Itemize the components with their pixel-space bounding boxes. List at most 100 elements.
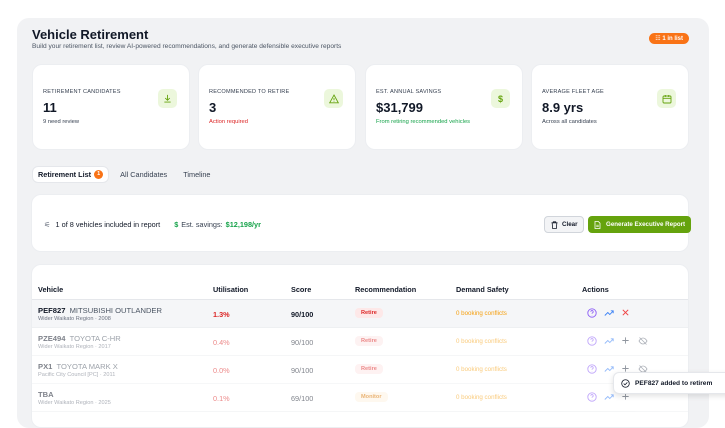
help-icon[interactable]: [586, 335, 597, 346]
score-value: 90/100: [291, 366, 314, 375]
help-icon[interactable]: [586, 307, 597, 318]
utilisation-value: 0.1%: [213, 394, 230, 403]
calendar-icon: [657, 89, 676, 108]
dollar-icon: $: [491, 89, 510, 108]
vehicle-plate: PEF827: [38, 306, 66, 315]
stat-card-savings: EST. ANNUAL SAVINGS $31,799 From retirin…: [365, 64, 523, 150]
included-count: 1 of 8 vehicles included in report: [55, 220, 161, 229]
check-circle-icon: [621, 378, 630, 388]
stat-sub: From retiring recommended vehicles: [376, 119, 471, 125]
table-row[interactable]: PZE494 TOYOTA C-HR Wider Waikato Region …: [32, 328, 688, 356]
column-header: Vehicle: [38, 285, 64, 294]
download-icon: [158, 89, 177, 108]
toast-notification: PEF827 added to retirem: [613, 372, 725, 394]
add-icon[interactable]: [620, 335, 631, 346]
warning-icon: [324, 89, 343, 108]
column-header: Demand Safety: [456, 285, 509, 294]
stat-label: EST. ANNUAL SAVINGS: [376, 89, 442, 95]
column-header: Score: [291, 285, 312, 294]
remove-icon[interactable]: [620, 307, 631, 318]
column-header: Actions: [582, 285, 609, 294]
clear-label: Clear: [562, 221, 578, 228]
tab-label: Retirement List: [38, 170, 92, 179]
table-row[interactable]: PX1 TOYOTA MARK X Pacific City Council […: [32, 356, 688, 384]
tab-all-candidates[interactable]: All Candidates: [120, 170, 168, 179]
vehicle-plate: PX1: [38, 362, 53, 371]
stat-sub: 9 need review: [43, 119, 80, 125]
generate-label: Generate Executive Report: [606, 221, 686, 228]
score-value: 69/100: [291, 394, 314, 403]
stat-card-recommended: RECOMMENDED TO RETIRE 3 Action required: [198, 64, 356, 150]
help-icon[interactable]: [586, 391, 597, 402]
stat-sub: Across all candidates: [542, 119, 597, 125]
utilisation-value: 1.3%: [213, 310, 230, 319]
vehicle-details: Wider Waikato Region · 2017: [38, 344, 111, 350]
filter-list-icon: ⚟: [44, 220, 51, 229]
demand-safety: 0 booking conflicts: [456, 310, 507, 317]
trash-icon: [551, 220, 558, 229]
stat-value: $31,799: [376, 100, 423, 115]
hide-icon[interactable]: [637, 335, 648, 346]
retirement-panel: Vehicle Retirement Build your retirement…: [17, 18, 709, 428]
list-count-label: 1 in list: [662, 36, 683, 42]
recommendation-badge: Retire: [355, 308, 383, 318]
stat-value: 3: [209, 100, 217, 115]
trend-icon[interactable]: [603, 335, 614, 346]
generate-report-button[interactable]: Generate Executive Report: [588, 216, 692, 233]
utilisation-value: 0.4%: [213, 338, 230, 347]
recommendation-badge: Retire: [355, 364, 383, 374]
vehicle-details: Pacific City Council [PC] · 2011: [38, 372, 116, 378]
table-row[interactable]: PEF827 MITSUBISHI OUTLANDER Wider Waikat…: [32, 300, 688, 328]
column-header: Utilisation: [213, 285, 249, 294]
stat-value: 11: [43, 100, 57, 115]
stat-sub: Action required: [209, 119, 248, 125]
demand-safety: 0 booking conflicts: [456, 338, 507, 345]
header-divider: [32, 299, 688, 300]
add-icon[interactable]: [620, 391, 631, 402]
dollar-icon: $: [174, 220, 179, 229]
tab-retirement-list[interactable]: Retirement List 1: [32, 166, 110, 183]
hide-icon[interactable]: [637, 363, 648, 374]
list-icon: ☷: [655, 36, 663, 42]
recommendation-badge: Retire: [355, 336, 383, 346]
report-summary-bar: ⚟ 1 of 8 vehicles included in report $ E…: [31, 194, 692, 252]
vehicle-plate: TBA: [38, 390, 54, 399]
savings-value: $12,198/yr: [225, 220, 261, 229]
document-icon: [594, 220, 601, 229]
table-row[interactable]: TBA Wider Waikato Region · 2025 0.1% 69/…: [32, 384, 688, 412]
vehicle-plate: PZE494: [38, 334, 66, 343]
trend-icon[interactable]: [603, 391, 614, 402]
candidates-table: Vehicle Utilisation Score Recommendation…: [31, 264, 689, 428]
demand-safety: 0 booking conflicts: [456, 366, 507, 373]
stat-label: RECOMMENDED TO RETIRE: [209, 89, 290, 95]
recommendation-badge: Monitor: [355, 392, 388, 402]
vehicle-model: MITSUBISHI OUTLANDER: [69, 306, 162, 315]
trend-icon[interactable]: [603, 307, 614, 318]
utilisation-value: 0.0%: [213, 366, 230, 375]
stat-card-candidates: RETIREMENT CANDIDATES 11 9 need review: [32, 64, 190, 150]
savings-label: Est. savings:: [181, 220, 223, 229]
tab-bar: Retirement List 1 All Candidates Timeline: [32, 166, 216, 183]
tab-count-badge: 1: [94, 170, 104, 179]
stat-label: RETIREMENT CANDIDATES: [43, 89, 121, 95]
stat-card-fleet-age: AVERAGE FLEET AGE 8.9 yrs Across all can…: [531, 64, 689, 150]
list-count-badge[interactable]: ☷ 1 in list: [649, 33, 689, 44]
demand-safety: 0 booking conflicts: [456, 394, 507, 401]
help-icon[interactable]: [586, 363, 597, 374]
stat-label: AVERAGE FLEET AGE: [542, 89, 604, 95]
clear-button[interactable]: Clear: [544, 216, 585, 233]
score-value: 90/100: [291, 310, 314, 319]
vehicle-details: Wider Waikato Region · 2025: [38, 400, 111, 406]
vehicle-details: Wider Waikato Region · 2008: [38, 316, 111, 322]
column-header: Recommendation: [355, 285, 417, 294]
vehicle-model: TOYOTA C-HR: [69, 334, 121, 343]
page-title: Vehicle Retirement: [32, 27, 149, 42]
tab-timeline[interactable]: Timeline: [183, 170, 211, 179]
score-value: 90/100: [291, 338, 314, 347]
toast-text: PEF827 added to retirem: [635, 379, 713, 387]
add-icon[interactable]: [620, 363, 631, 374]
trend-icon[interactable]: [603, 363, 614, 374]
stat-value: 8.9 yrs: [542, 100, 584, 115]
vehicle-model: TOYOTA MARK X: [56, 362, 118, 371]
page-subtitle: Build your retirement list, review AI-po…: [32, 43, 342, 50]
